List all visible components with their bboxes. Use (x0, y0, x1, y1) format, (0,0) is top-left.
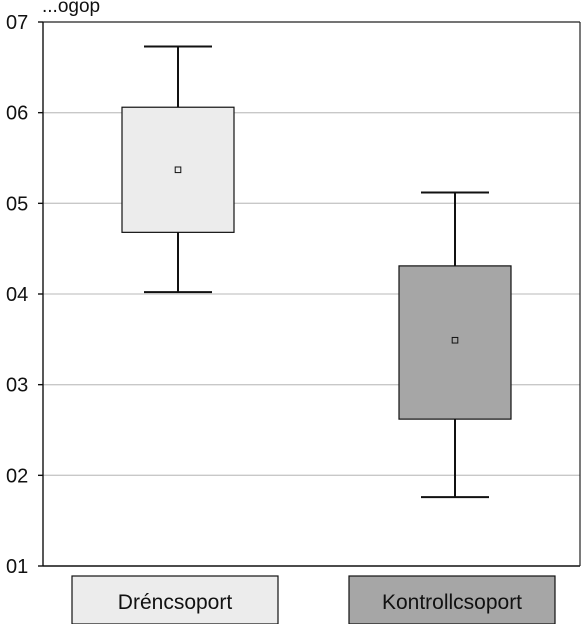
box-group-1 (121, 45, 235, 294)
legend-box-1 (71, 575, 279, 624)
y-axis: 07 06 05 04 03 02 01 (6, 12, 43, 578)
box-series (121, 45, 512, 499)
y-tick-label-01: 01 (6, 556, 28, 578)
y-tick-label-05: 05 (6, 193, 28, 215)
y-tick-label-06: 06 (6, 103, 28, 125)
mean-marker-1 (174, 166, 182, 174)
y-tick-label-03: 03 (6, 375, 28, 397)
y-tick-label-02: 02 (6, 465, 28, 487)
cropped-top-text: ...ogop (42, 0, 100, 17)
legend-label-1: Dréncsoport (118, 591, 233, 614)
y-tick-label-04: 04 (6, 284, 28, 306)
box-group-2 (398, 191, 512, 499)
mean-marker-2 (451, 336, 459, 344)
legend-box-2 (348, 575, 556, 624)
legend-label-2: Kontrollcsoport (382, 591, 522, 614)
y-tick-label-07: 07 (6, 12, 28, 34)
legend: Dréncsoport Kontrollcsoport (71, 575, 556, 624)
